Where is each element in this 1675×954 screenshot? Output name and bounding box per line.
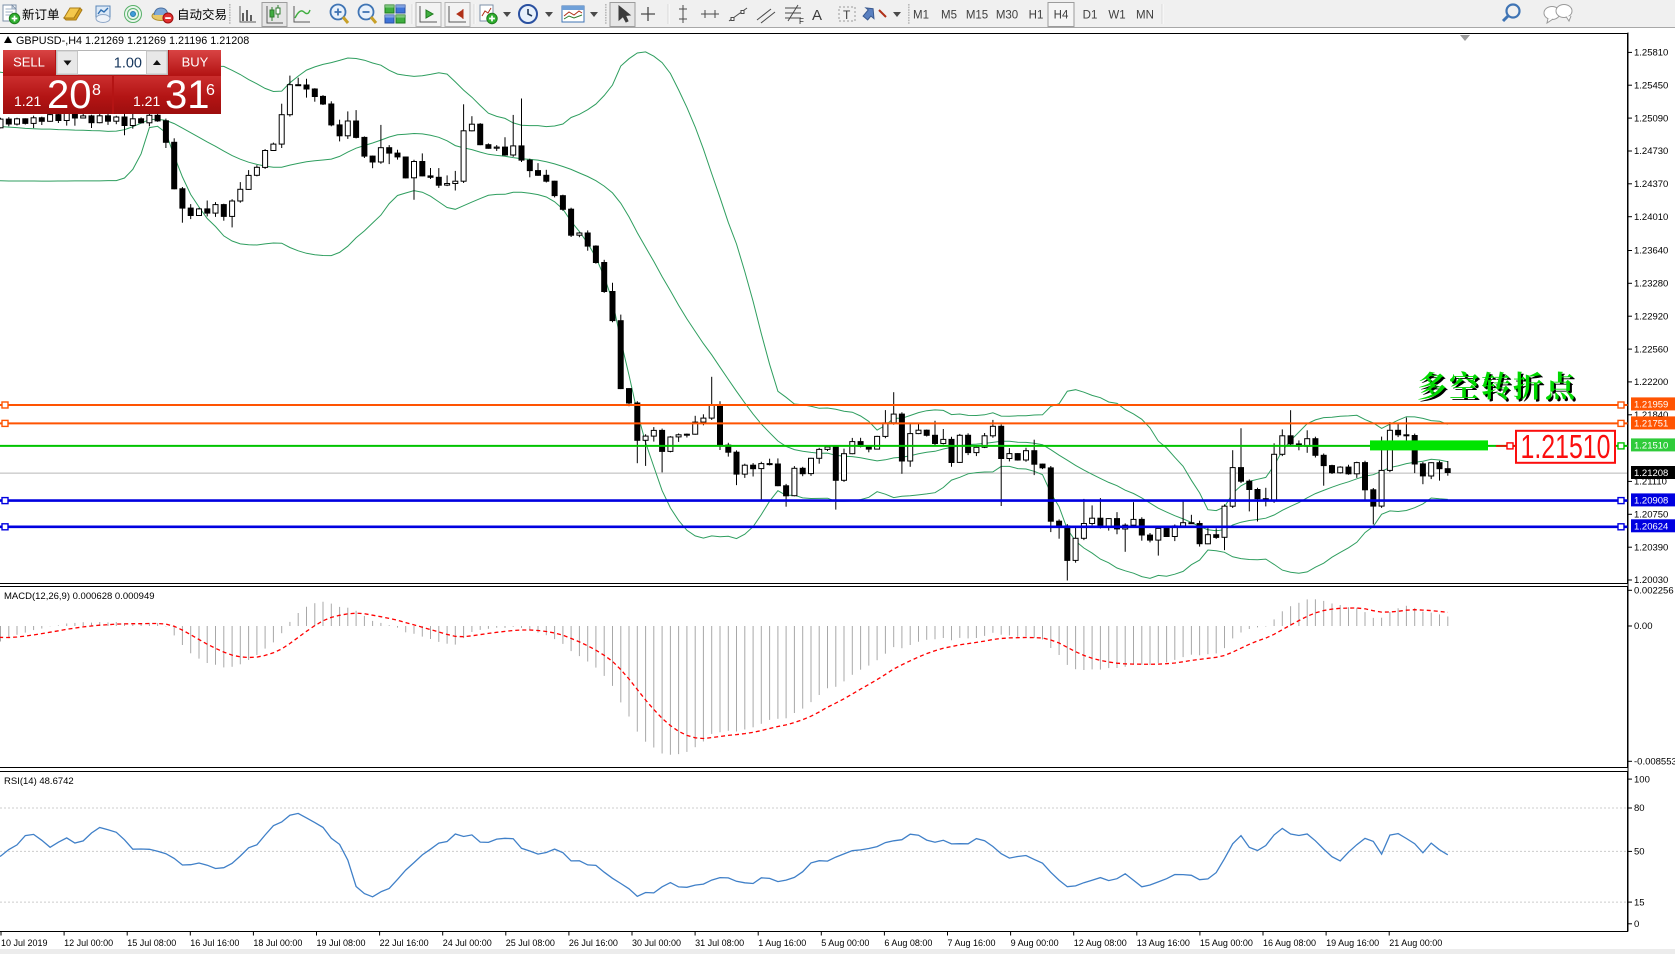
svg-text:MACD(12,26,9) 0.000628 0.00094: MACD(12,26,9) 0.000628 0.000949 bbox=[4, 591, 155, 602]
svg-text:24 Jul 00:00: 24 Jul 00:00 bbox=[443, 938, 492, 948]
svg-text:1.22560: 1.22560 bbox=[1634, 344, 1668, 355]
svg-text:1.23640: 1.23640 bbox=[1634, 246, 1668, 257]
svg-text:1.24010: 1.24010 bbox=[1634, 212, 1668, 223]
svg-text:25 Jul 08:00: 25 Jul 08:00 bbox=[506, 938, 555, 948]
svg-text:0.002256: 0.002256 bbox=[1634, 586, 1674, 597]
svg-text:1.21110: 1.21110 bbox=[1634, 477, 1667, 488]
svg-text:6 Aug 08:00: 6 Aug 08:00 bbox=[884, 938, 932, 948]
svg-text:1.22920: 1.22920 bbox=[1634, 311, 1668, 322]
svg-text:16 Aug 08:00: 16 Aug 08:00 bbox=[1263, 938, 1316, 948]
svg-text:10 Jul 2019: 10 Jul 2019 bbox=[1, 938, 48, 948]
svg-text:1.21208: 1.21208 bbox=[1634, 468, 1668, 479]
svg-text:26 Jul 16:00: 26 Jul 16:00 bbox=[569, 938, 618, 948]
svg-text:31 Jul 08:00: 31 Jul 08:00 bbox=[695, 938, 744, 948]
svg-text:1.24370: 1.24370 bbox=[1634, 179, 1668, 190]
svg-text:15 Aug 00:00: 15 Aug 00:00 bbox=[1200, 938, 1253, 948]
svg-text:22 Jul 16:00: 22 Jul 16:00 bbox=[380, 938, 429, 948]
svg-text:SELL: SELL bbox=[13, 55, 45, 70]
svg-text:BUY: BUY bbox=[182, 55, 209, 70]
svg-text:21 Aug 00:00: 21 Aug 00:00 bbox=[1389, 938, 1442, 948]
svg-text:H1: H1 bbox=[1029, 10, 1044, 22]
svg-text:19 Jul 08:00: 19 Jul 08:00 bbox=[317, 938, 366, 948]
svg-text:F: F bbox=[799, 17, 804, 26]
svg-text:1.00: 1.00 bbox=[114, 56, 142, 72]
svg-text:1.21840: 1.21840 bbox=[1634, 410, 1668, 421]
svg-text:80: 80 bbox=[1634, 803, 1645, 814]
svg-text:1 Aug 16:00: 1 Aug 16:00 bbox=[758, 938, 806, 948]
svg-text:19 Aug 16:00: 19 Aug 16:00 bbox=[1326, 938, 1379, 948]
svg-text:1.25810: 1.25810 bbox=[1634, 48, 1668, 59]
svg-text:100: 100 bbox=[1634, 774, 1650, 785]
svg-text:31: 31 bbox=[165, 73, 210, 117]
svg-text:1.24730: 1.24730 bbox=[1634, 146, 1668, 157]
svg-text:9 Aug 00:00: 9 Aug 00:00 bbox=[1011, 938, 1059, 948]
svg-text:GBPUSD-,H4 1.21269 1.21269 1.: GBPUSD-,H4 1.21269 1.21269 1.21196 1.212… bbox=[16, 35, 249, 47]
svg-text:20: 20 bbox=[47, 73, 92, 117]
svg-text:1.20624: 1.20624 bbox=[1634, 521, 1668, 532]
svg-text:MN: MN bbox=[1136, 10, 1154, 22]
svg-text:W1: W1 bbox=[1108, 10, 1125, 22]
svg-text:1.20750: 1.20750 bbox=[1634, 510, 1668, 521]
svg-text:-0.008553: -0.008553 bbox=[1634, 757, 1675, 768]
svg-text:6: 6 bbox=[206, 82, 215, 99]
svg-text:0.00: 0.00 bbox=[1634, 621, 1653, 632]
svg-text:1.21510: 1.21510 bbox=[1521, 428, 1611, 465]
svg-text:M30: M30 bbox=[996, 10, 1018, 22]
svg-text:13 Aug 16:00: 13 Aug 16:00 bbox=[1137, 938, 1190, 948]
svg-text:M15: M15 bbox=[966, 10, 988, 22]
svg-text:12 Jul 00:00: 12 Jul 00:00 bbox=[64, 938, 113, 948]
svg-text:50: 50 bbox=[1634, 847, 1645, 858]
svg-text:1.21: 1.21 bbox=[14, 93, 41, 109]
svg-text:M1: M1 bbox=[913, 10, 929, 22]
svg-text:1.21959: 1.21959 bbox=[1634, 399, 1668, 410]
svg-text:5 Aug 00:00: 5 Aug 00:00 bbox=[821, 938, 869, 948]
svg-text:30 Jul 00:00: 30 Jul 00:00 bbox=[632, 938, 681, 948]
svg-text:12 Aug 08:00: 12 Aug 08:00 bbox=[1074, 938, 1127, 948]
svg-text:1.25450: 1.25450 bbox=[1634, 80, 1668, 91]
svg-text:1.25090: 1.25090 bbox=[1634, 113, 1668, 124]
svg-text:0: 0 bbox=[1634, 919, 1639, 930]
svg-text:1.20390: 1.20390 bbox=[1634, 542, 1668, 553]
svg-text:1.21510: 1.21510 bbox=[1634, 440, 1668, 451]
svg-text:16 Jul 16:00: 16 Jul 16:00 bbox=[190, 938, 239, 948]
svg-text:18 Jul 00:00: 18 Jul 00:00 bbox=[253, 938, 302, 948]
svg-text:1.21751: 1.21751 bbox=[1634, 418, 1668, 429]
svg-text:1.23280: 1.23280 bbox=[1634, 279, 1668, 290]
svg-text:7 Aug 16:00: 7 Aug 16:00 bbox=[948, 938, 996, 948]
svg-text:15: 15 bbox=[1634, 897, 1645, 908]
svg-text:A: A bbox=[812, 7, 822, 24]
svg-text:D1: D1 bbox=[1083, 10, 1098, 22]
svg-text:1.22200: 1.22200 bbox=[1634, 377, 1668, 388]
svg-text:1.21: 1.21 bbox=[133, 93, 160, 109]
svg-text:RSI(14) 48.6742: RSI(14) 48.6742 bbox=[4, 776, 74, 787]
svg-text:1.20030: 1.20030 bbox=[1634, 575, 1668, 586]
svg-text:T: T bbox=[843, 8, 851, 22]
svg-text:1.20908: 1.20908 bbox=[1634, 495, 1668, 506]
svg-text:M5: M5 bbox=[941, 10, 957, 22]
svg-text:8: 8 bbox=[92, 82, 101, 99]
svg-text:15 Jul 08:00: 15 Jul 08:00 bbox=[127, 938, 176, 948]
svg-text:H4: H4 bbox=[1054, 10, 1069, 22]
